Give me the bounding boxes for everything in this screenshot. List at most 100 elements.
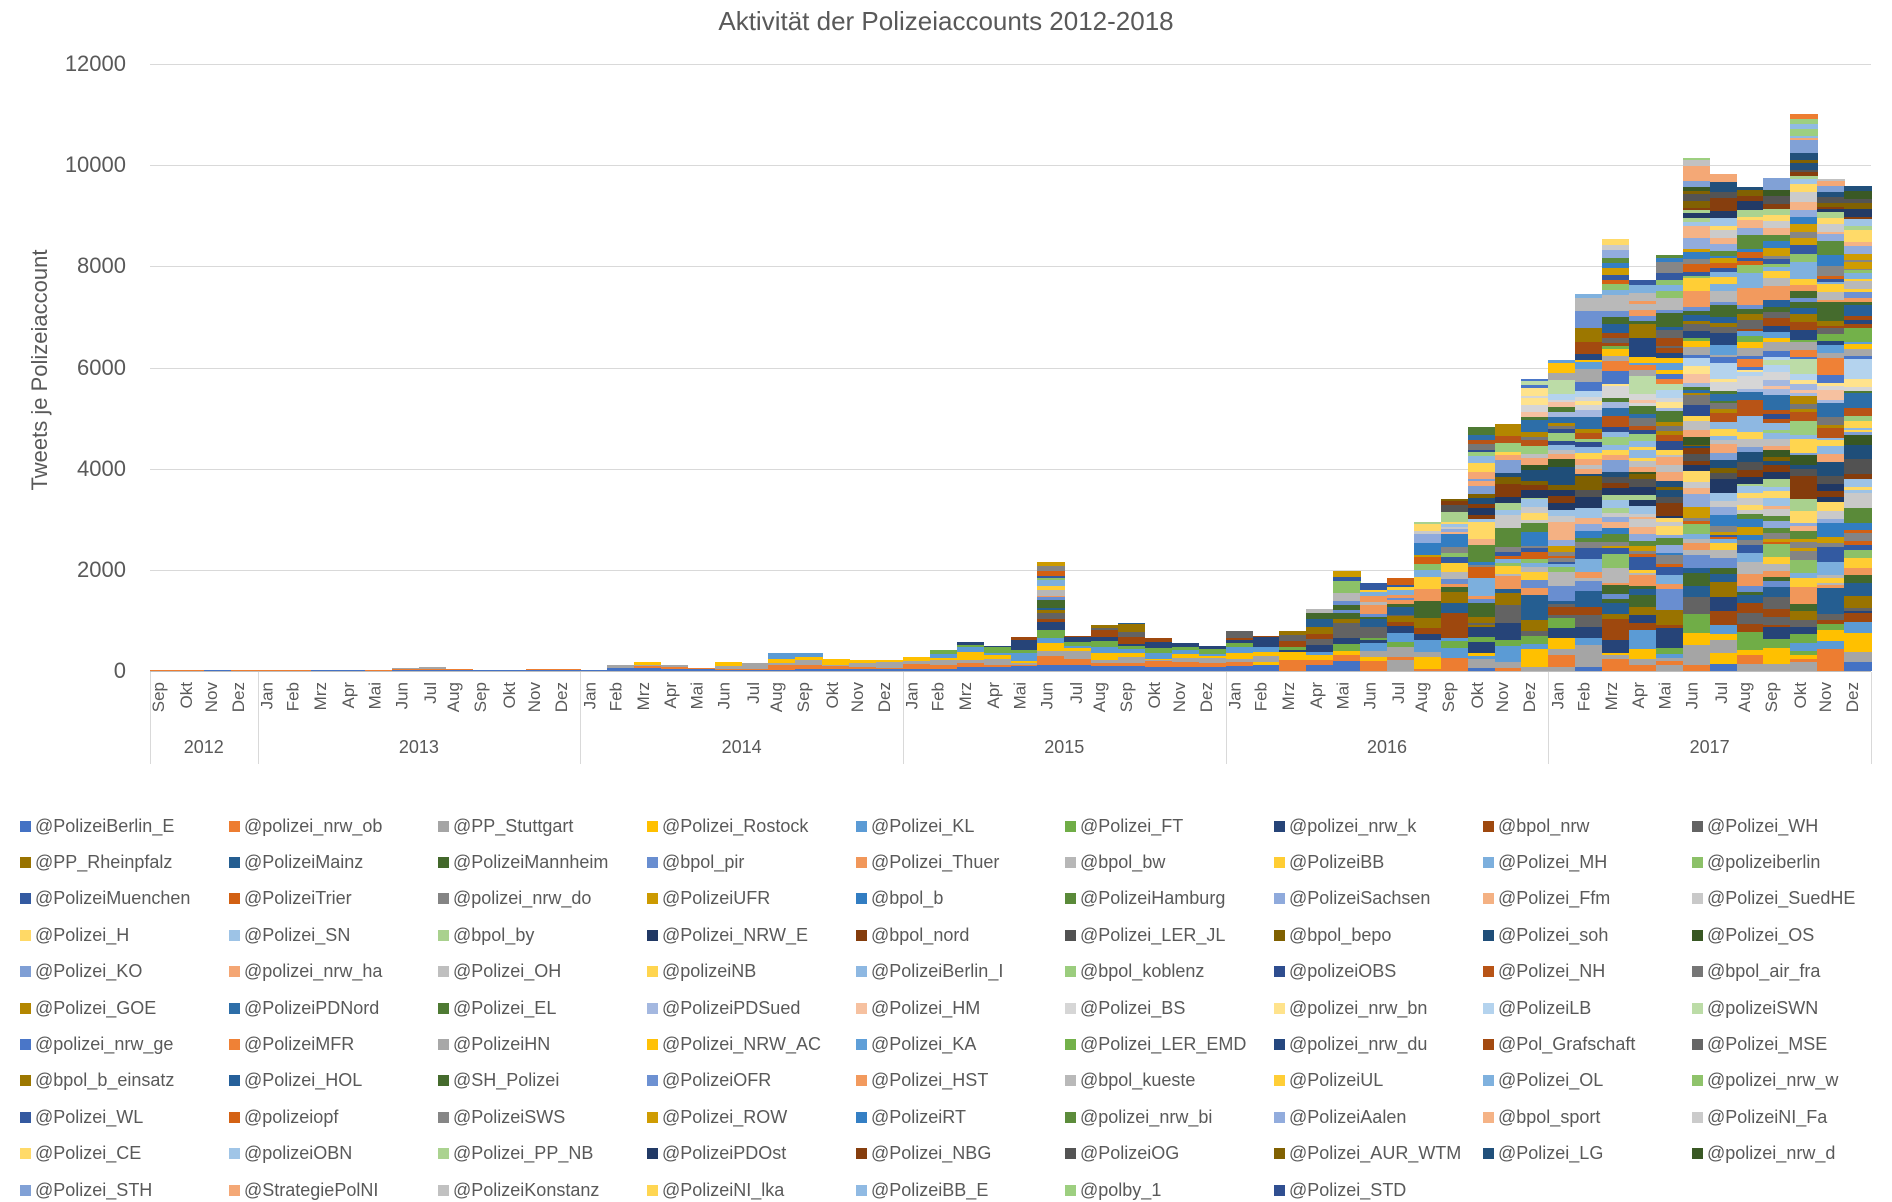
stacked-bar [1709, 173, 1738, 671]
year-separator [1871, 672, 1872, 764]
legend-label: @Polizei_WH [1707, 815, 1819, 836]
month-tick-label: Mrz [1278, 682, 1298, 711]
year-separator [1225, 672, 1227, 764]
legend-swatch-icon [1065, 856, 1076, 868]
month-tick-label: Sep [1116, 682, 1136, 713]
legend-swatch-icon [20, 1038, 31, 1050]
gridline [150, 367, 1871, 369]
year-separator [150, 672, 151, 764]
legend-label: @Polizei_MH [1498, 851, 1608, 872]
stacked-bar [1037, 562, 1065, 671]
legend-item: @PolizeiHN [438, 1032, 550, 1056]
month-tick-label: Nov [847, 682, 867, 713]
legend-swatch-icon [20, 1111, 31, 1123]
y-axis-label: Tweets je Polizeiaccount [27, 249, 52, 491]
legend-label: @PolizeiSWS [453, 1106, 566, 1127]
y-tick-label: 4000 [77, 455, 126, 481]
stacked-bar [902, 657, 931, 671]
stacked-bar [1736, 186, 1764, 671]
legend-label: @polizeiOBN [244, 1143, 353, 1164]
legend-swatch-icon [229, 1038, 240, 1050]
legend-swatch-icon [1274, 1002, 1285, 1014]
legend-swatch-icon [438, 1002, 449, 1014]
legend-item: @PolizeiBB_E [856, 1178, 988, 1202]
stacked-bar [1467, 427, 1496, 671]
legend-label: @Polizei_EL [453, 997, 557, 1018]
legend-item: @polizeiOBS [1274, 960, 1396, 984]
month-tick-label: Jun [1359, 682, 1379, 710]
legend-label: @Polizei_SN [244, 924, 351, 945]
legend-label: @polizeiNB [662, 961, 757, 982]
month-tick-label: Dez [551, 682, 571, 713]
legend-item: @bpol_koblenz [1065, 960, 1204, 984]
legend-item: @polizei_nrw_bi [1065, 1105, 1212, 1129]
y-tick-label: 8000 [77, 253, 126, 279]
month-tick-label: Jun [1037, 682, 1057, 710]
month-tick-label: Jun [1682, 682, 1702, 710]
legend-swatch-icon [1483, 1002, 1494, 1014]
stacked-bar [150, 670, 178, 671]
legend-swatch-icon [1274, 929, 1285, 941]
legend-label: @bpol_koblenz [1080, 961, 1205, 982]
gridline [150, 64, 1871, 65]
month-tick-label: Feb [1574, 682, 1594, 712]
month-tick-label: Mrz [1601, 682, 1621, 711]
gridline [150, 569, 1871, 571]
legend-item: @Polizei_WH [1692, 814, 1818, 838]
stacked-bar [230, 670, 259, 671]
legend-item: @Polizei_NRW_AC [647, 1032, 821, 1056]
legend-item: @polby_1 [1065, 1178, 1161, 1202]
month-tick-label: Okt [499, 682, 519, 709]
y-tick-label: 6000 [77, 354, 126, 380]
legend-item: @Polizei_LER_JL [1065, 923, 1225, 947]
year-separator [580, 672, 582, 764]
legend-item: @Polizei_GOE [20, 996, 156, 1020]
stacked-bar [1225, 631, 1254, 671]
legend-swatch-icon [1065, 893, 1076, 905]
stacked-bar [445, 669, 474, 671]
legend-item: @Polizei_Thuer [856, 850, 999, 874]
stacked-bar [257, 670, 285, 671]
legend-label: @PP_Stuttgart [453, 815, 574, 836]
month-tick-label: Jul [1712, 682, 1732, 704]
legend-item: @SH_Polizei [438, 1069, 559, 1093]
legend-item: @polizei_nrw_ob [229, 814, 382, 838]
legend-label: @PP_Rheinpfalz [35, 851, 173, 872]
legend-label: @Polizei_AUR_WTM [1289, 1143, 1462, 1164]
legend-label: @PolizeiBB_E [871, 1179, 989, 1200]
legend-item: @PolizeiBB [1274, 850, 1384, 874]
legend-swatch-icon [1065, 1038, 1076, 1050]
legend-item: @PolizeiPDNord [229, 996, 379, 1020]
legend-label: @PolizeiMuenchen [35, 888, 191, 909]
legend-swatch-icon [438, 893, 449, 905]
legend-label: @Polizei_CE [35, 1143, 142, 1164]
legend-item: @Polizei_soh [1483, 923, 1608, 947]
legend-label: @PolizeiBerlin_I [871, 961, 1004, 982]
legend-item: @Polizei_NRW_E [647, 923, 808, 947]
stacked-bar [1575, 293, 1603, 671]
legend-label: @bpol_nrw [1498, 815, 1590, 836]
legend-item: @polizei_nrw_do [438, 887, 591, 911]
legend-label: @polizei_nrw_k [1289, 815, 1417, 836]
stacked-bar [1817, 178, 1845, 671]
legend-label: @PolizeiTrier [244, 888, 352, 909]
legend-item: @PolizeiOFR [647, 1069, 771, 1093]
month-tick-label: Apr [661, 682, 681, 709]
legend-label: @bpol_pir [662, 851, 745, 872]
legend-swatch-icon [438, 820, 449, 832]
legend-swatch-icon [856, 966, 867, 978]
legend-item: @Polizei_SuedHE [1692, 887, 1855, 911]
x-axis-line [150, 671, 1871, 672]
legend-label: @polizei_nrw_w [1707, 1070, 1839, 1091]
y-tick-label: 2000 [77, 556, 126, 582]
legend-item: @PolizeiBerlin_E [20, 814, 174, 838]
legend-label: @polby_1 [1080, 1179, 1162, 1200]
year-tick-label: 2015 [1044, 737, 1085, 757]
legend-label: @PolizeiOFR [662, 1070, 772, 1091]
legend-label: @Polizei_WL [35, 1106, 144, 1127]
legend-item: @bpol_b [856, 887, 943, 911]
legend-swatch-icon [229, 1002, 240, 1014]
legend-label: @Polizei_HOL [244, 1070, 363, 1091]
legend-item: @Polizei_NH [1483, 960, 1605, 984]
stacked-bar [660, 665, 689, 671]
